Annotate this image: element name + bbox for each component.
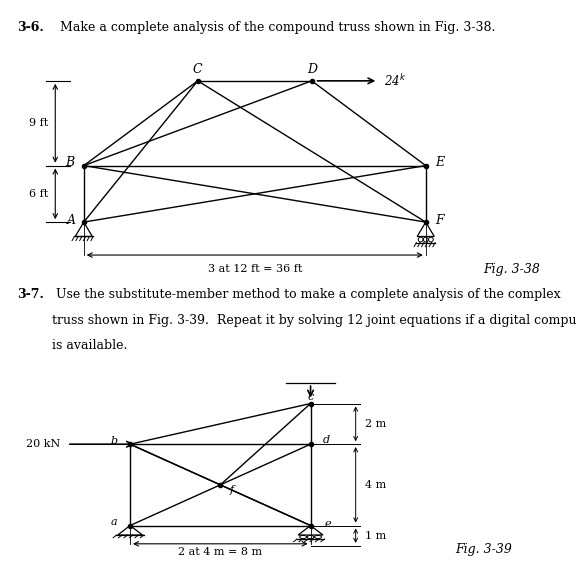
Text: b: b: [111, 436, 118, 446]
Text: 9 ft: 9 ft: [29, 118, 48, 128]
Text: f: f: [230, 485, 234, 495]
Text: Fig. 3-39: Fig. 3-39: [455, 543, 512, 556]
Text: D: D: [307, 63, 317, 76]
Text: Use the substitute-member method to make a complete analysis of the complex: Use the substitute-member method to make…: [52, 288, 561, 301]
Text: 4 m: 4 m: [365, 480, 386, 490]
Text: 1 m: 1 m: [365, 530, 386, 541]
Text: F: F: [435, 214, 444, 227]
Text: 3 at 12 ft = 36 ft: 3 at 12 ft = 36 ft: [207, 264, 302, 274]
Text: is available.: is available.: [52, 339, 128, 353]
Text: C: C: [193, 63, 203, 76]
Text: 24$^k$: 24$^k$: [384, 73, 406, 89]
Text: 3-7.: 3-7.: [17, 288, 44, 301]
Text: 20 kN: 20 kN: [26, 439, 60, 449]
Text: d: d: [323, 435, 330, 445]
Text: 2 at 4 m = 8 m: 2 at 4 m = 8 m: [178, 547, 263, 557]
Text: E: E: [435, 156, 445, 169]
Text: B: B: [65, 156, 74, 169]
Text: c: c: [308, 392, 314, 403]
Text: 6 ft: 6 ft: [29, 189, 48, 199]
Text: 2 m: 2 m: [365, 419, 386, 429]
Text: truss shown in Fig. 3-39.  Repeat it by solving 12 joint equations if a digital : truss shown in Fig. 3-39. Repeat it by s…: [52, 314, 576, 327]
Text: A: A: [67, 214, 76, 227]
Text: Fig. 3-38: Fig. 3-38: [483, 263, 540, 276]
Text: e: e: [324, 520, 331, 529]
Text: Make a complete analysis of the compound truss shown in Fig. 3-38.: Make a complete analysis of the compound…: [56, 21, 495, 34]
Text: a: a: [111, 517, 118, 528]
Text: 3-6.: 3-6.: [17, 21, 44, 34]
